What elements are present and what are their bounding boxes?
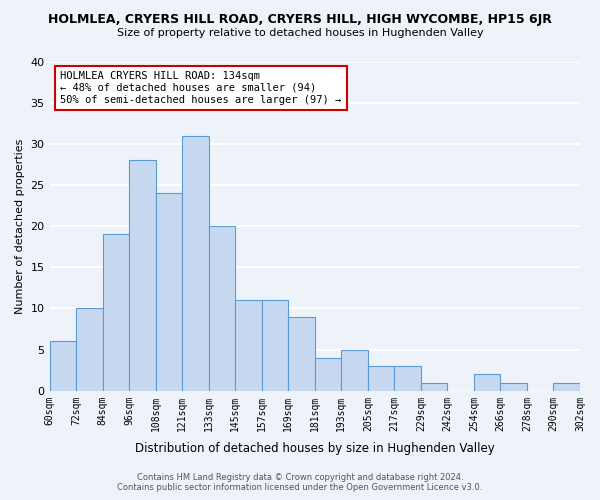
Bar xyxy=(129,160,155,391)
Text: HOLMLEA CRYERS HILL ROAD: 134sqm
← 48% of detached houses are smaller (94)
50% o: HOLMLEA CRYERS HILL ROAD: 134sqm ← 48% o… xyxy=(60,72,341,104)
Bar xyxy=(394,366,421,391)
Bar xyxy=(155,193,182,391)
Bar xyxy=(262,300,288,391)
Bar xyxy=(182,136,209,391)
Bar xyxy=(235,300,262,391)
Text: Contains HM Land Registry data © Crown copyright and database right 2024.
Contai: Contains HM Land Registry data © Crown c… xyxy=(118,473,482,492)
Bar xyxy=(288,316,315,391)
Text: HOLMLEA, CRYERS HILL ROAD, CRYERS HILL, HIGH WYCOMBE, HP15 6JR: HOLMLEA, CRYERS HILL ROAD, CRYERS HILL, … xyxy=(48,12,552,26)
Text: Size of property relative to detached houses in Hughenden Valley: Size of property relative to detached ho… xyxy=(116,28,484,38)
Bar xyxy=(76,308,103,391)
Bar xyxy=(50,342,76,391)
Y-axis label: Number of detached properties: Number of detached properties xyxy=(15,138,25,314)
Bar xyxy=(341,350,368,391)
Bar xyxy=(553,382,580,391)
Bar xyxy=(500,382,527,391)
Bar xyxy=(368,366,394,391)
Bar xyxy=(421,382,448,391)
X-axis label: Distribution of detached houses by size in Hughenden Valley: Distribution of detached houses by size … xyxy=(135,442,494,455)
Bar xyxy=(103,234,129,391)
Bar xyxy=(209,226,235,391)
Bar xyxy=(315,358,341,391)
Bar xyxy=(474,374,500,391)
